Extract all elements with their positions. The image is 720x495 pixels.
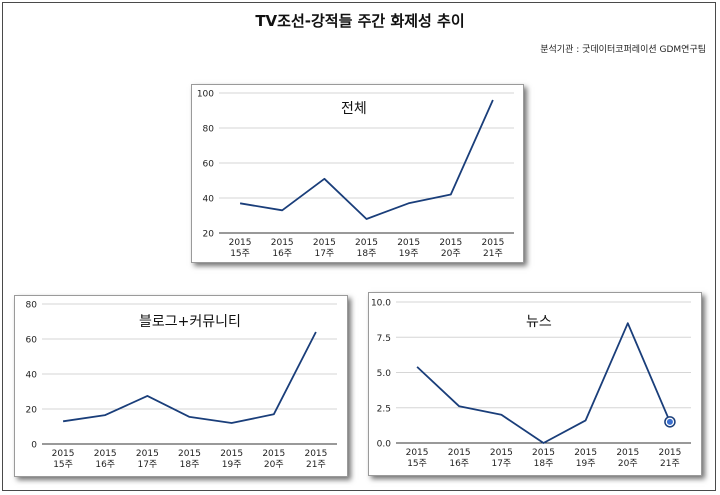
y-tick-label: 2.5 (377, 404, 391, 414)
source-credit: 분석기관 : 굿데이터코퍼레이션 GDM연구팀 (540, 45, 706, 55)
series-line-news (416, 322, 671, 444)
chart-panel-total: 20 40 60 80 100 2015 15주 2015 16주 2015 17주 2015 18주 2… (191, 84, 524, 263)
x-tick-label-year: 2015 (616, 448, 639, 458)
x-tick-label-week: 15주 (407, 458, 427, 469)
data-point (584, 418, 588, 422)
data-point (415, 365, 419, 369)
data-point (272, 412, 276, 416)
data-point (103, 413, 107, 417)
x-tick-label-week: 21주 (483, 248, 503, 259)
highlight-point (666, 418, 673, 425)
y-tick-label: 100 (197, 90, 214, 100)
y-tick-label: 60 (26, 336, 38, 346)
y-tick-label: 10.0 (371, 299, 391, 309)
x-tick-label-year: 2015 (658, 448, 681, 458)
series-line-total (239, 99, 494, 220)
x-tick-label-week: 17주 (491, 458, 511, 469)
y-tick-label: 40 (26, 371, 38, 381)
x-tick-label-year: 2015 (94, 449, 117, 459)
y-tick-label: 20 (203, 230, 215, 240)
data-point (491, 98, 495, 102)
x-tick-label-year: 2015 (229, 238, 252, 248)
x-tick-label-year: 2015 (574, 448, 597, 458)
chart-title-blog-community: 블로그+커뮤니티 (139, 314, 241, 330)
data-point (61, 419, 65, 423)
chart-panel-blog-community: 0 20 40 60 80 2015 15주 2015 16주 2015 17주 2015 18주 201… (14, 295, 348, 477)
data-point (188, 415, 192, 419)
data-point (449, 193, 453, 197)
y-tick-label: 80 (26, 301, 38, 311)
x-tick-label-year: 2015 (52, 449, 75, 459)
x-tick-label-week: 16주 (272, 248, 292, 259)
x-tick-label-year: 2015 (397, 238, 420, 248)
x-tick-label-year: 2015 (490, 448, 513, 458)
data-point (499, 413, 503, 417)
y-tick-label: 20 (26, 406, 38, 416)
x-tick-label-year: 2015 (262, 449, 285, 459)
x-tick-label-year: 2015 (355, 238, 378, 248)
data-point (238, 201, 242, 205)
data-point (280, 208, 284, 212)
data-point (457, 404, 461, 408)
data-point (145, 394, 149, 398)
x-tick-label-year: 2015 (481, 238, 504, 248)
data-point (230, 421, 234, 425)
x-tick-label-year: 2015 (448, 448, 471, 458)
x-tick-label-week: 16주 (95, 459, 115, 470)
x-tick-label-year: 2015 (220, 449, 243, 459)
data-point (365, 217, 369, 221)
x-tick-label-year: 2015 (532, 448, 555, 458)
x-tick-label-week: 20주 (441, 248, 461, 259)
data-point (322, 177, 326, 181)
y-tick-label: 7.5 (377, 334, 391, 344)
x-tick-label-year: 2015 (271, 238, 294, 248)
x-tick-label-week: 20주 (618, 458, 638, 469)
x-tick-label-week: 18주 (534, 458, 554, 469)
x-tick-label-week: 17주 (314, 248, 334, 259)
series-line-blog-community (62, 331, 317, 424)
data-point (407, 201, 411, 205)
x-tick-label-year: 2015 (313, 238, 336, 248)
y-tick-label: 0.0 (377, 440, 392, 450)
y-tick-label: 40 (203, 195, 215, 205)
x-tick-label-week: 18주 (357, 248, 377, 259)
x-tick-label-week: 18주 (180, 459, 200, 470)
chart-title-total: 전체 (341, 101, 367, 117)
x-tick-label-week: 21주 (660, 458, 680, 469)
y-tick-label: 5.0 (377, 369, 392, 379)
data-point (314, 330, 318, 334)
chart-news-svg: 0.02.55.07.510.0201515주201516주201517주201… (371, 299, 691, 469)
page-title: TV조선-강적들 주간 화제성 추이 (255, 12, 465, 30)
x-tick-label-week: 19주 (222, 459, 242, 470)
x-tick-label-year: 2015 (178, 449, 201, 459)
y-tick-label: 0 (31, 441, 37, 451)
data-point (542, 441, 546, 445)
data-point (626, 321, 630, 325)
x-tick-label-year: 2015 (406, 448, 429, 458)
x-tick-label-week: 20주 (264, 459, 284, 470)
chart-panel-news: 0.0 2.5 5.0 7.5 10.0 2015 15주 2015 16주 2015 17주 201… (368, 292, 702, 476)
x-tick-label-week: 15주 (230, 248, 250, 259)
x-tick-label-week: 15주 (53, 459, 73, 470)
x-tick-label-year: 2015 (439, 238, 462, 248)
x-tick-label-week: 19주 (576, 458, 596, 469)
chart-total-svg: 20406080100201515주201516주201517주201518주2… (197, 90, 514, 259)
outer-frame (2, 2, 716, 491)
x-tick-label-year: 2015 (136, 449, 159, 459)
x-tick-label-year: 2015 (304, 449, 327, 459)
x-tick-label-week: 16주 (449, 458, 469, 469)
chart-title-news: 뉴스 (526, 314, 552, 330)
chart-blog-community-svg: 020406080201515주201516주201517주201518주201… (26, 301, 337, 470)
y-tick-label: 80 (203, 125, 215, 135)
x-tick-label-week: 19주 (399, 248, 419, 259)
y-tick-label: 60 (203, 160, 215, 170)
x-tick-label-week: 21주 (306, 459, 326, 470)
x-tick-label-week: 17주 (137, 459, 157, 470)
